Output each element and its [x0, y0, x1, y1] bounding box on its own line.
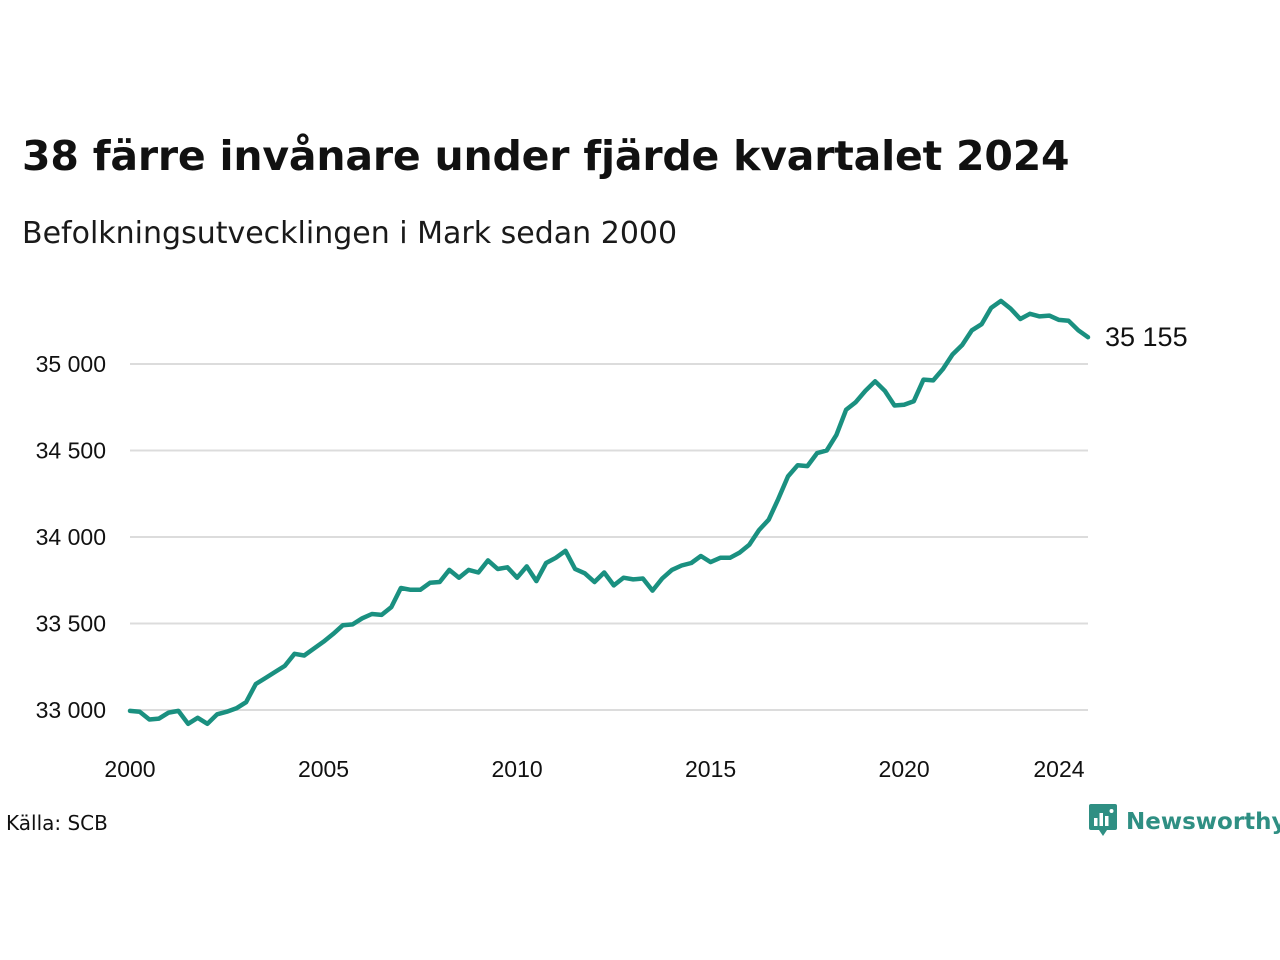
- population-line: [127, 298, 1091, 727]
- x-tick-label: 2020: [879, 756, 930, 782]
- gridlines: [130, 363, 1088, 711]
- newsworthy-logo-icon: [1088, 802, 1118, 842]
- x-tick-label: 2015: [685, 756, 736, 782]
- x-tick-label: 2000: [104, 756, 155, 782]
- x-tick-label: 2024: [1033, 756, 1084, 782]
- label-layer: 35 155: [1105, 322, 1188, 352]
- chart-title: 38 färre invånare under fjärde kvartalet…: [22, 132, 1070, 180]
- y-tick-label: 34 500: [36, 438, 106, 464]
- source-note: Källa: SCB: [6, 811, 108, 835]
- x-tick-label: 2005: [298, 756, 349, 782]
- x-tick-label: 2010: [491, 756, 542, 782]
- y-tick-label: 33 500: [36, 611, 106, 637]
- y-tick-label: 33 000: [36, 697, 106, 723]
- x-axis-ticks: 2000 2005 2010 2015 2020 2024: [104, 756, 1084, 782]
- chart-subtitle: Befolkningsutvecklingen i Mark sedan 200…: [22, 216, 678, 251]
- brand-name: Newsworthy: [1126, 809, 1280, 835]
- y-axis-ticks: 33 000 33 500 34 000 34 500 35 000: [36, 351, 106, 723]
- y-tick-label: 34 000: [36, 524, 106, 550]
- end-value-label: 35 155: [1105, 322, 1188, 352]
- series-layer: [127, 298, 1091, 727]
- y-tick-label: 35 000: [36, 351, 106, 377]
- brand-logo[interactable]: Newsworthy: [1088, 804, 1280, 840]
